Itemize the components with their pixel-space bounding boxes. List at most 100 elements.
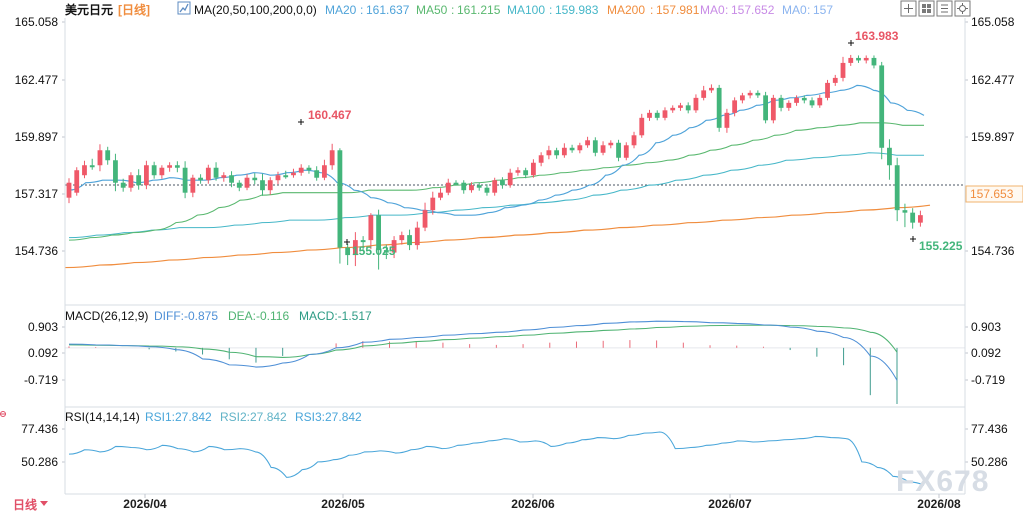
grid-icon[interactable] — [918, 0, 935, 17]
selector-icon[interactable] — [40, 501, 48, 506]
plus-box-icon[interactable] — [900, 0, 917, 17]
bear-candle — [879, 65, 885, 148]
bull-candle — [786, 102, 792, 108]
bear-candle — [314, 170, 320, 178]
bear-candle — [136, 175, 142, 186]
bear-candle — [105, 150, 111, 161]
bull-candle — [600, 145, 606, 153]
bull-candle — [840, 62, 846, 78]
price-annotation: 163.983 — [855, 29, 899, 43]
bear-candle — [407, 235, 412, 246]
rsi-y-label-left: 50.286 — [21, 455, 58, 469]
bear-candle — [685, 105, 691, 111]
bull-candle — [647, 112, 652, 118]
legend-ma200-value: 157.981 — [656, 3, 700, 17]
legend-ma20-colon: : — [360, 3, 363, 17]
bull-candle — [639, 117, 645, 136]
legend-ma0-value-2: 157 — [813, 3, 833, 17]
bull-candle — [739, 95, 745, 101]
bear-candle — [592, 140, 598, 153]
macd-title: MACD(26,12,9) — [65, 309, 148, 323]
bull-candle — [631, 135, 637, 146]
legend-ma50-colon: : — [451, 3, 454, 17]
bear-candle — [252, 177, 258, 181]
bull-candle — [128, 175, 134, 188]
bear-candle — [383, 250, 389, 253]
rsi-legend: RSI1:27.842 — [145, 410, 212, 424]
bull-candle — [82, 165, 87, 176]
bull-candle — [391, 240, 397, 253]
bull-candle — [329, 150, 335, 166]
x-tick-label: 2026/05 — [321, 497, 365, 511]
bull-candle — [817, 97, 823, 106]
bull-candle — [275, 175, 281, 181]
macd-legend: DIFF:-0.875 — [154, 309, 218, 323]
price-annotation: 160.467 — [308, 108, 352, 122]
overlay-layer: FX678 日线 — [0, 411, 988, 512]
bear-candle — [198, 177, 203, 181]
bull-candle — [701, 90, 707, 98]
macd-panel: 0.903 0.903 0.092 0.092 -0.719 -0.719 MACD(26,… — [24, 309, 1005, 405]
bull-candle — [422, 210, 428, 228]
macd-y-label-left: 0.092 — [28, 346, 58, 360]
bear-candle — [461, 182, 467, 191]
symbol-title: 美元日元 — [65, 2, 113, 17]
macd-legend: DEA:-0.116 — [228, 309, 289, 323]
legend-ma50-label: MA50 — [416, 3, 448, 17]
bear-candle — [554, 150, 560, 156]
settings-icon[interactable] — [954, 0, 971, 17]
bull-candle — [918, 215, 923, 223]
rsi-title: RSI(14,14,14) — [65, 410, 140, 424]
macd-diff-line — [68, 320, 898, 381]
bull-candle — [561, 147, 567, 156]
bear-candle — [337, 150, 343, 248]
bull-candle — [732, 100, 738, 113]
bear-candle — [236, 182, 242, 188]
macd-y-label-left: -0.719 — [24, 373, 58, 387]
main-y-label-left: 159.897 — [15, 130, 59, 144]
rsi-y-label-right: 77.436 — [971, 422, 1008, 436]
bull-candle — [298, 167, 304, 173]
x-tick-label: 2026/06 — [511, 497, 555, 511]
main-y-label-left: 157.317 — [15, 187, 59, 201]
bull-candle — [492, 180, 498, 193]
ma50-line — [68, 122, 924, 241]
macd-legend: MACD:-1.517 — [299, 309, 372, 323]
bear-candle — [856, 57, 861, 61]
bear-candle — [376, 215, 381, 251]
legend-ma0-label-2: MA0 — [782, 3, 807, 17]
legend-ma200-label: MA200 — [607, 3, 645, 17]
bull-candle — [190, 177, 196, 193]
bear-candle — [360, 240, 366, 243]
bull-candle — [693, 97, 699, 111]
bull-candle — [430, 197, 436, 211]
indicator-icon[interactable] — [177, 1, 191, 15]
bull-candle — [438, 192, 443, 198]
main-y-label-left: 165.058 — [15, 15, 59, 29]
legend-ma0-colon-2: : — [807, 3, 810, 17]
bull-candle — [399, 235, 405, 241]
bull-candle — [585, 140, 590, 146]
bull-candle — [97, 150, 103, 166]
bear-candle — [484, 187, 490, 193]
bull-candle — [66, 182, 72, 198]
bull-candle — [623, 145, 629, 158]
legend-ma100-label: MA100 — [507, 3, 545, 17]
bear-candle — [910, 212, 916, 223]
bear-candle — [120, 182, 126, 188]
bull-candle — [322, 165, 327, 178]
bottom-period-label[interactable]: 日线 — [13, 497, 37, 512]
bars-icon[interactable] — [936, 0, 953, 17]
main-y-label-right: 165.058 — [971, 15, 1015, 29]
bull-candle — [670, 107, 676, 111]
x-tick-label: 2026/07 — [708, 497, 752, 511]
rsi-legend: RSI2:27.842 — [220, 410, 287, 424]
x-tick-label: 2026/04 — [123, 497, 167, 511]
main-y-label-left: 162.477 — [15, 73, 59, 87]
bull-candle — [244, 177, 250, 188]
macd-y-label-right: 0.092 — [971, 346, 1001, 360]
rsi-y-label-left: 77.436 — [21, 422, 58, 436]
main-y-label-left: 154.736 — [15, 244, 59, 258]
ma-indicator-text: MA(20,50,100,200,0,0) — [194, 3, 317, 17]
